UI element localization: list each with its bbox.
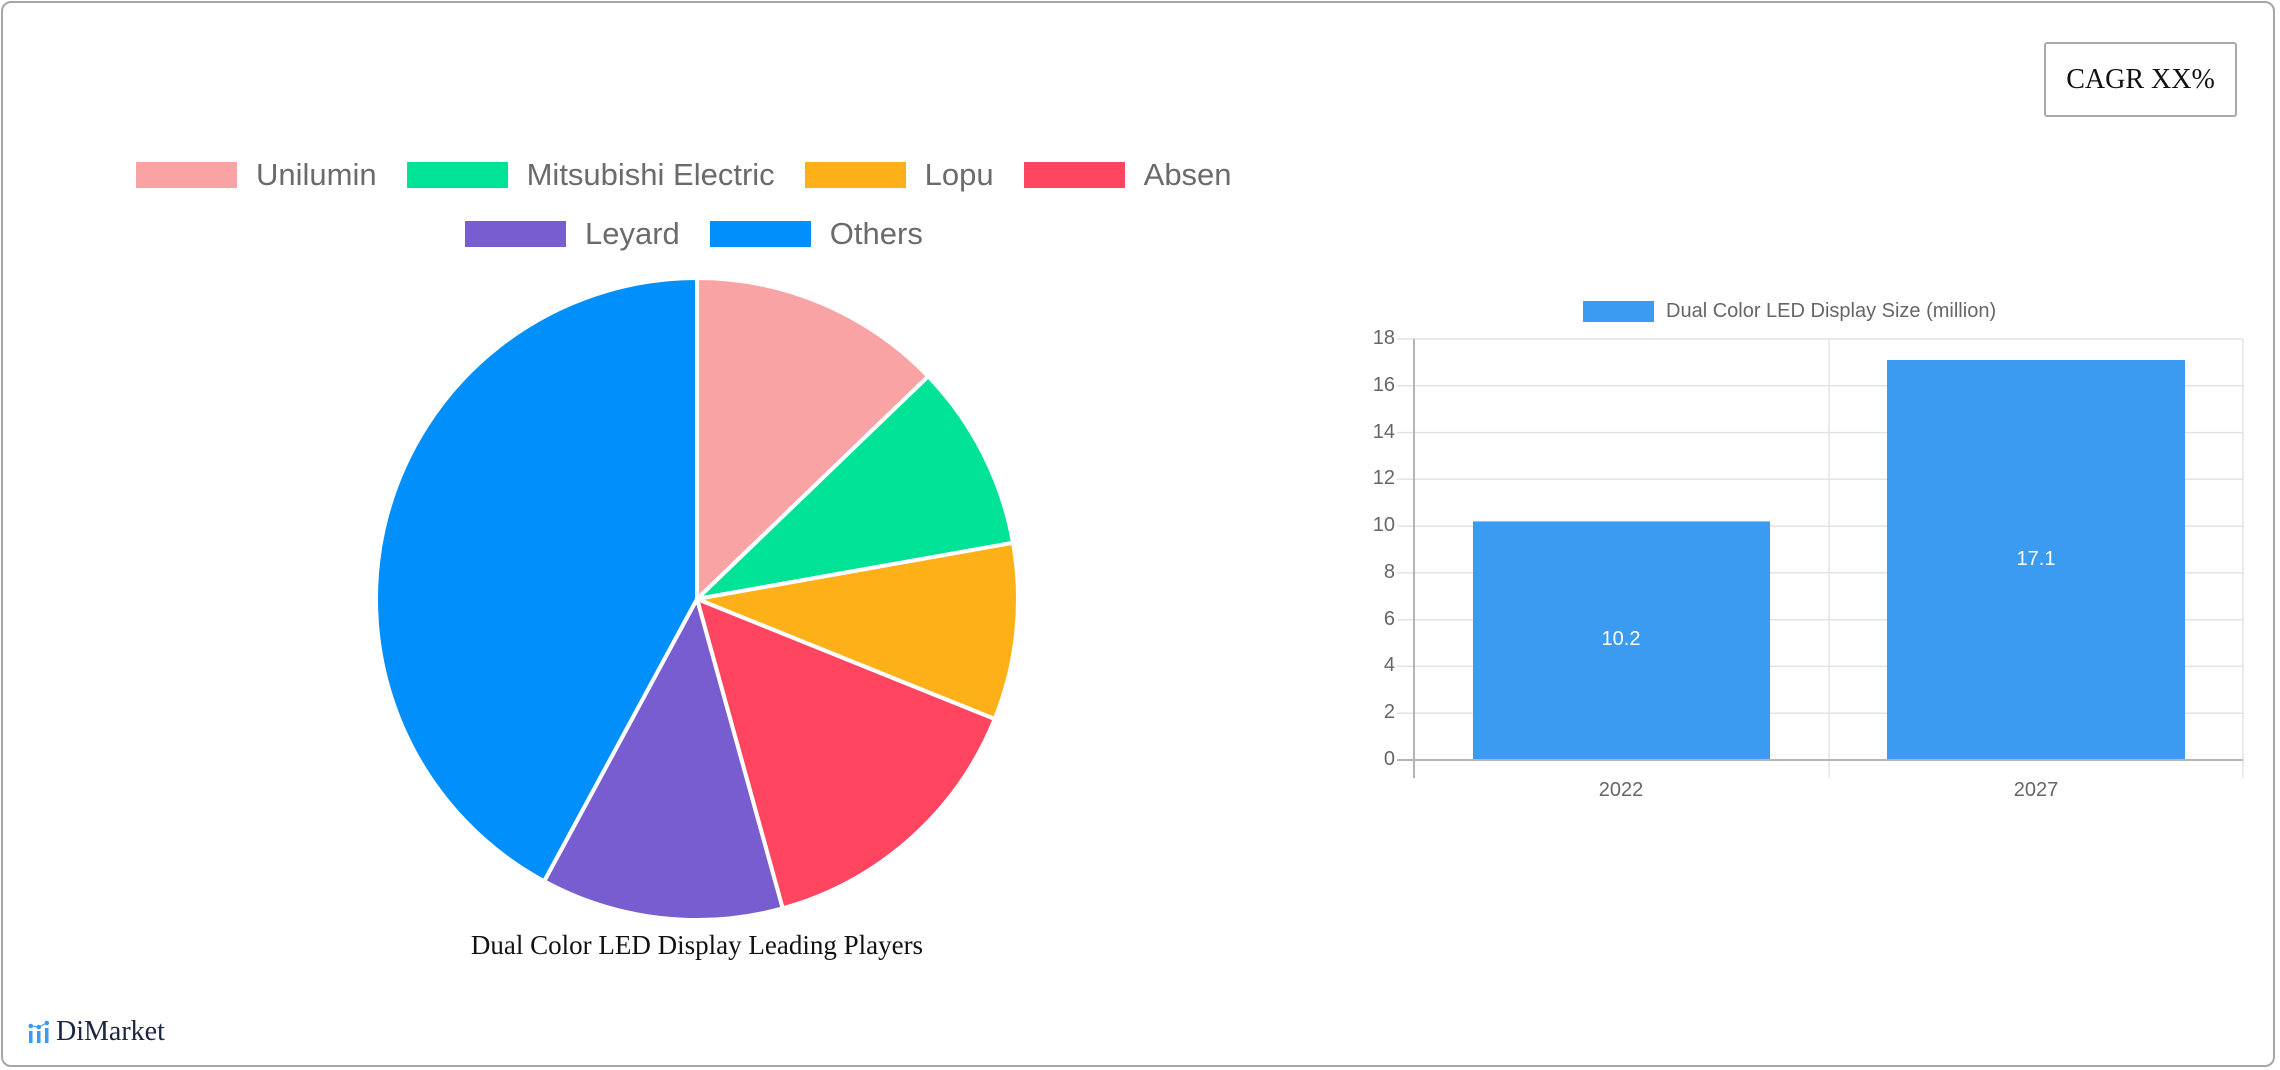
bar-2022[interactable] (1473, 521, 1770, 760)
cagr-badge: CAGR XX% (2044, 42, 2237, 117)
legend-swatch-absen[interactable] (1023, 162, 1125, 188)
legend-swatch-others[interactable] (709, 221, 811, 247)
pie-legend-row-1: Unilumin Mitsubishi Electric Lopu Absen (136, 157, 1232, 193)
bar-value-label-2022: 10.2 (1601, 628, 1641, 650)
pie-slice-leyard[interactable] (541, 593, 786, 922)
legend-swatch-mitsubishi-electric[interactable] (406, 162, 508, 188)
pie-legend-row-2: Leyard Others (465, 216, 923, 252)
legend-label-leyard[interactable]: Leyard (585, 216, 680, 251)
legend-swatch-unilumin[interactable] (136, 162, 237, 188)
pie-slice-others[interactable] (374, 275, 699, 884)
pie-slice-lopu[interactable] (689, 540, 1021, 722)
y-tick-8: 8 (1383, 561, 1395, 583)
bar-legend-label[interactable]: Dual Color LED Display Size (million) (1666, 300, 1997, 322)
y-tick-14: 14 (1372, 421, 1395, 443)
legend-label-mitsubishi-electric[interactable]: Mitsubishi Electric (526, 157, 775, 192)
logo-text: DiMarket (56, 1016, 165, 1047)
logo-bars-icon (28, 1020, 50, 1043)
pie-slice-absen[interactable] (693, 595, 998, 911)
x-tick-2027: 2027 (2013, 779, 2059, 801)
bar-2027[interactable] (1887, 360, 2185, 760)
legend-swatch-lopu[interactable] (804, 162, 906, 188)
y-tick-6: 6 (1383, 608, 1395, 630)
y-tick-0: 0 (1383, 748, 1395, 770)
y-tick-16: 16 (1372, 374, 1395, 396)
pie-chart-title: Dual Color LED Display Leading Players (470, 930, 924, 960)
legend-label-lopu[interactable]: Lopu (924, 157, 994, 192)
x-tick-2022: 2022 (1598, 779, 1644, 801)
y-tick-4: 4 (1383, 654, 1395, 676)
pie-slices (374, 275, 1021, 922)
bar-legend: Dual Color LED Display Size (million) (1583, 300, 1996, 323)
pie-slice-unilumin[interactable] (695, 275, 932, 604)
y-tick-2: 2 (1383, 701, 1395, 723)
cagr-label: CAGR XX% (2066, 63, 2215, 95)
y-tick-18: 18 (1372, 327, 1395, 349)
y-tick-12: 12 (1372, 467, 1395, 489)
y-tick-10: 10 (1372, 514, 1395, 536)
pie-slice-mitsubishi-electric[interactable] (690, 373, 1016, 603)
dimarket-logo[interactable]: DiMarket (28, 1016, 165, 1048)
bar-value-label-2027: 17.1 (2016, 548, 2056, 570)
legend-label-unilumin[interactable]: Unilumin (256, 157, 377, 192)
legend-label-absen[interactable]: Absen (1143, 157, 1232, 192)
bar-legend-swatch[interactable] (1583, 301, 1654, 322)
pie-chart (374, 275, 1021, 922)
legend-swatch-leyard[interactable] (465, 221, 566, 247)
legend-label-others[interactable]: Others (829, 216, 923, 251)
